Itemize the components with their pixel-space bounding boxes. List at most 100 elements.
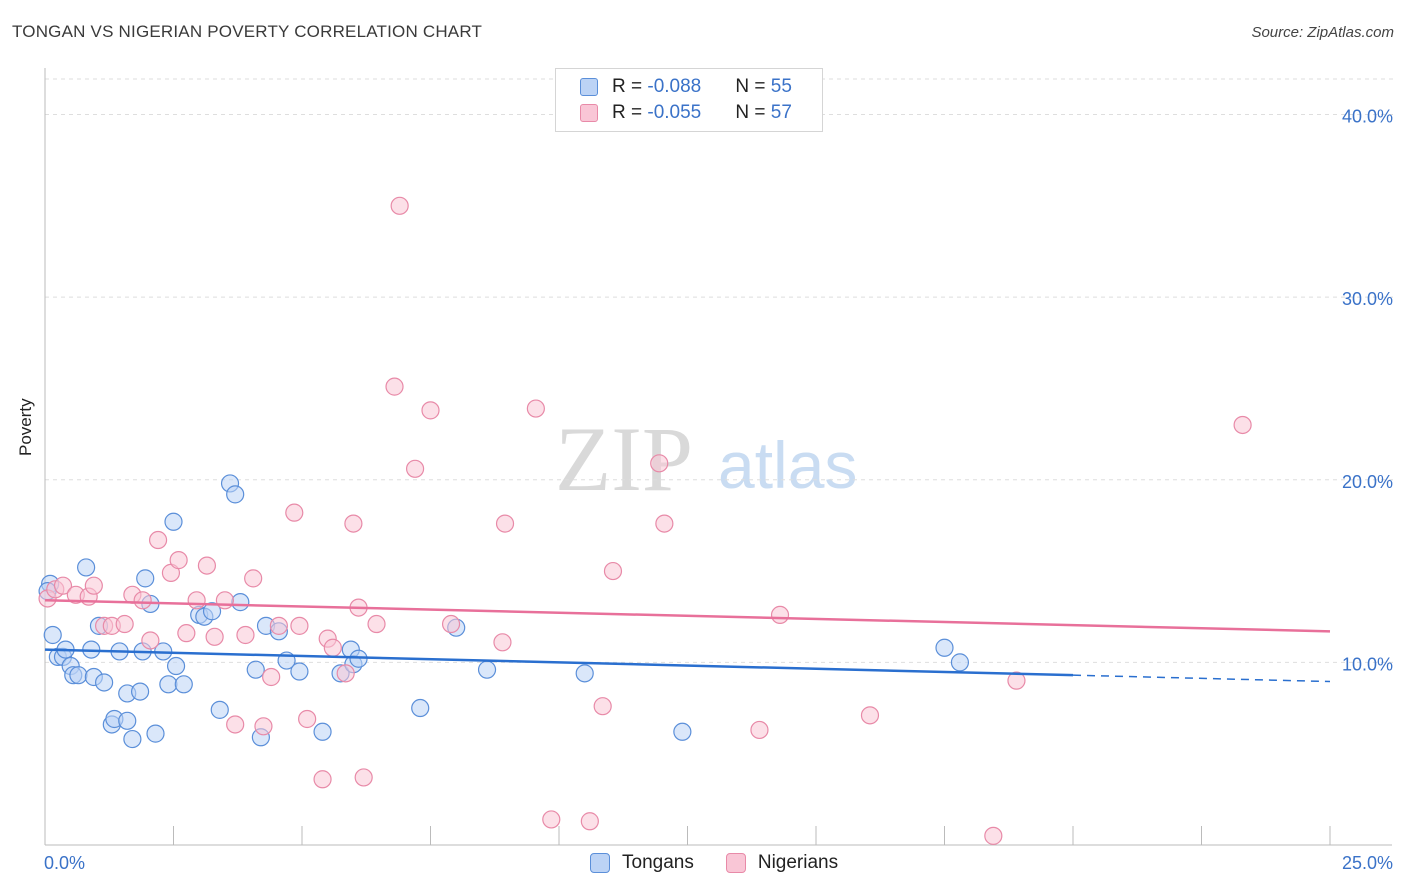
- nigerians-point: [354, 768, 373, 787]
- nigerians-point: [323, 638, 342, 657]
- nigerians-point: [405, 459, 425, 478]
- legend-n-value: 57: [770, 102, 792, 123]
- nigerians-point: [860, 706, 880, 725]
- tongans-point: [77, 558, 96, 577]
- watermark-zip: ZIP: [555, 408, 693, 510]
- source-label: Source: ZipAtlas.com: [1251, 24, 1394, 41]
- legend-r-value: -0.088: [647, 76, 702, 97]
- nigerians-point: [115, 614, 134, 634]
- legend-r-label: R =: [612, 76, 648, 97]
- legend-n-label: N =: [735, 76, 771, 97]
- nigerians-point: [770, 605, 790, 625]
- tongans-point: [146, 724, 165, 743]
- nigerians-point: [226, 715, 245, 734]
- nigerians-point: [580, 812, 599, 831]
- watermark-atlas: atlas: [718, 428, 857, 502]
- nigerians-point: [236, 625, 255, 645]
- nigerians-point: [1233, 415, 1252, 435]
- legend-row-nigerians: R = -0.055 N = 57: [580, 102, 792, 124]
- nigerians-point: [215, 591, 234, 610]
- y-tick-label: 10.0%: [1342, 654, 1393, 674]
- legend-n-value: 55: [770, 76, 792, 97]
- tongans-point: [95, 673, 114, 692]
- tongans-point: [226, 485, 245, 504]
- tongans-point: [164, 512, 183, 531]
- tongans-legend-swatch: [590, 853, 610, 873]
- nigerians-point: [526, 399, 545, 418]
- tongans-point: [118, 711, 137, 730]
- nigerians-point: [542, 810, 561, 829]
- nigerians-point: [493, 633, 512, 652]
- tongans-point: [477, 660, 497, 679]
- nigerians-point: [177, 624, 196, 643]
- tongans-legend-label: Tongans: [622, 852, 694, 873]
- nigerians-point: [298, 709, 317, 729]
- x-tick-label: 25.0%: [1342, 853, 1393, 873]
- y-tick-label: 40.0%: [1342, 107, 1393, 127]
- y-tick-label: 30.0%: [1342, 289, 1393, 309]
- tongans-point: [950, 653, 970, 672]
- nigerians-point: [655, 514, 674, 533]
- tongans-point: [411, 698, 430, 718]
- nigerians-trendline: [44, 599, 1331, 633]
- nigerians-point: [385, 377, 404, 396]
- nigerians-point: [650, 454, 669, 473]
- legend-r-value: -0.055: [647, 102, 702, 123]
- nigerians-point: [205, 627, 224, 646]
- tongans-point: [290, 662, 309, 681]
- nigerians-legend-label: Nigerians: [757, 852, 839, 873]
- tongans-point: [202, 602, 222, 621]
- tongans-point: [246, 660, 265, 679]
- x-tick-label: 0.0%: [44, 853, 85, 873]
- nigerians-point: [441, 614, 461, 634]
- nigerians-point: [133, 591, 152, 610]
- nigerians-point: [285, 503, 304, 522]
- tongans-point: [313, 722, 332, 741]
- nigerians-point: [421, 401, 440, 420]
- nigerians-point: [53, 576, 73, 595]
- tongans-point: [673, 722, 692, 741]
- tongans-point: [174, 675, 193, 694]
- correlation-legend: R = -0.088 N = 55 R = -0.055 N = 57: [555, 68, 823, 132]
- nigerians-point: [390, 196, 409, 215]
- tongans-trendline-extension: [1072, 674, 1331, 683]
- tongans-swatch: [580, 78, 598, 96]
- tongans-point: [935, 638, 954, 657]
- legend-n-label: N =: [735, 102, 771, 123]
- legend-r-label: R =: [612, 102, 648, 123]
- nigerians-point: [254, 717, 273, 736]
- nigerians-point: [244, 569, 263, 588]
- nigerians-point: [84, 576, 103, 595]
- legend-item-nigerians: Nigerians: [725, 852, 839, 874]
- tongans-point: [575, 664, 594, 683]
- tongans-point: [123, 729, 142, 749]
- nigerians-point: [187, 591, 206, 610]
- nigerians-legend-swatch: [725, 853, 746, 873]
- nigerians-point: [269, 616, 288, 635]
- nigerians-point: [148, 530, 168, 550]
- tongans-point: [130, 682, 150, 701]
- nigerians-point: [984, 826, 1003, 845]
- tongans-trendline: [44, 648, 1074, 677]
- nigerians-point: [750, 720, 769, 740]
- nigerians-point: [290, 616, 309, 635]
- y-axis-label: Poverty: [16, 398, 35, 456]
- tongans-point: [159, 675, 178, 694]
- y-tick-label: 20.0%: [1342, 472, 1393, 492]
- tongans-point: [210, 700, 229, 719]
- legend-item-tongans: Tongans: [590, 852, 694, 874]
- tongans-point: [166, 656, 186, 676]
- chart-title: TONGAN VS NIGERIAN POVERTY CORRELATION C…: [12, 22, 483, 41]
- nigerians-point: [1007, 671, 1026, 690]
- tongans-point: [136, 569, 155, 588]
- nigerians-point: [344, 514, 363, 533]
- nigerians-point: [169, 551, 188, 570]
- nigerians-swatch: [580, 104, 598, 122]
- nigerians-point: [495, 514, 515, 533]
- nigerians-point: [262, 667, 281, 687]
- legend-row-tongans: R = -0.088 N = 55: [580, 76, 792, 98]
- nigerians-point: [197, 556, 217, 575]
- nigerians-point: [603, 561, 623, 581]
- nigerians-point: [593, 697, 612, 716]
